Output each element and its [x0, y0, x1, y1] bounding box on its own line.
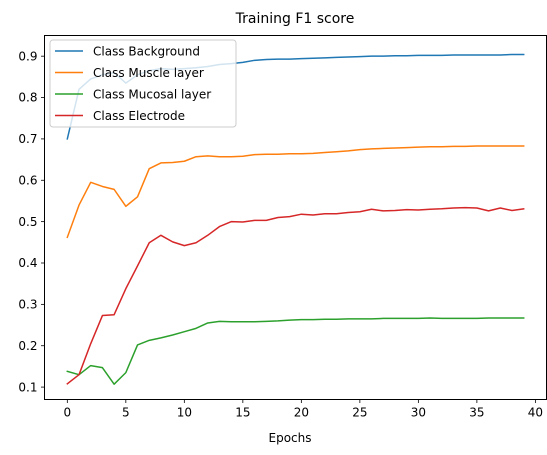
legend-label-class-muscle-layer: Class Muscle layer	[93, 66, 204, 80]
x-tick-label: 35	[469, 406, 484, 420]
y-tick-label: 0.2	[18, 339, 37, 353]
x-tick-label: 15	[235, 406, 250, 420]
x-tick-label: 0	[63, 406, 71, 420]
y-tick-label: 0.7	[18, 132, 37, 146]
plot-lines	[66, 53, 525, 385]
x-axis-label: Epochs	[269, 431, 312, 445]
x-tick-label: 30	[411, 406, 426, 420]
x-tick-label: 40	[528, 406, 543, 420]
y-tick-label: 0.6	[18, 173, 37, 187]
series-line-class-mucosal-layer	[66, 317, 525, 385]
chart-title: Training F1 score	[235, 11, 355, 27]
x-tick-label: 25	[352, 406, 367, 420]
y-tick-label: 0.8	[18, 91, 37, 105]
legend-label-class-mucosal-layer: Class Mucosal layer	[93, 87, 211, 101]
y-tick-label: 0.1	[18, 380, 37, 394]
legend-label-class-electrode: Class Electrode	[93, 109, 185, 123]
legend-label-class-background: Class Background	[93, 44, 200, 58]
x-tick-label: 10	[177, 406, 192, 420]
legend-frame	[49, 39, 237, 128]
y-tick-label: 0.9	[18, 49, 37, 63]
y-axis-ticks: 0.1 0.2 0.3 0.4 0.5 0.6 0.7 0.8 0.9	[18, 49, 45, 394]
y-tick-label: 0.4	[18, 256, 37, 270]
y-tick-label: 0.5	[18, 215, 37, 229]
x-axis-ticks: 0 5 10 15 20 25 30 35 40	[63, 399, 543, 420]
series-line-class-muscle-layer	[66, 145, 525, 239]
legend: Class Background Class Muscle layer Class …	[49, 39, 237, 128]
x-tick-label: 20	[294, 406, 309, 420]
y-tick-label: 0.3	[18, 298, 37, 312]
series-line-class-electrode	[66, 206, 525, 385]
x-tick-label: 5	[122, 406, 130, 420]
